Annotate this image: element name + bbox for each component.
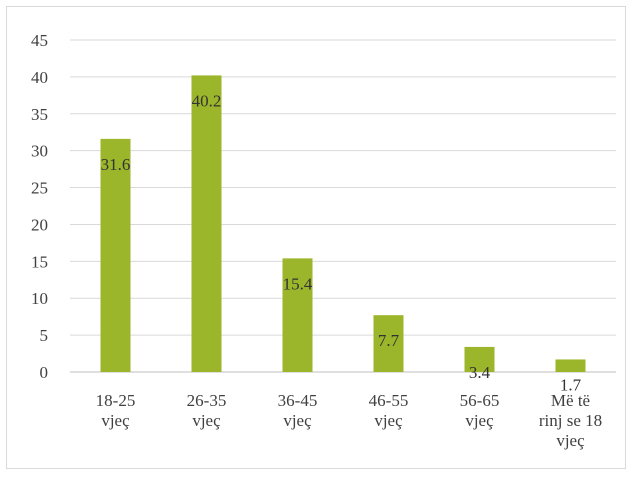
x-tick-label: 26-35 xyxy=(187,391,227,410)
bar xyxy=(282,258,313,372)
x-tick-label: vjeç xyxy=(556,431,585,450)
y-tick-label: 25 xyxy=(31,179,48,198)
bar xyxy=(555,359,586,372)
y-tick-label: 40 xyxy=(31,68,48,87)
y-tick-label: 10 xyxy=(31,289,48,308)
data-label: 3.4 xyxy=(469,363,491,382)
x-tick-label: 18-25 xyxy=(96,391,136,410)
x-tick-label: 56-65 xyxy=(460,391,500,410)
y-tick-label: 5 xyxy=(40,326,49,345)
x-tick-label: 36-45 xyxy=(278,391,318,410)
x-tick-label: vjeç xyxy=(465,411,494,430)
data-label: 40.2 xyxy=(192,91,222,110)
y-tick-label: 0 xyxy=(40,363,49,382)
bar xyxy=(191,75,222,372)
x-tick-label: vjeç xyxy=(374,411,403,430)
data-label: 7.7 xyxy=(378,331,400,350)
x-tick-label: Më të xyxy=(551,391,590,410)
data-label: 31.6 xyxy=(101,155,131,174)
y-tick-label: 30 xyxy=(31,142,48,161)
data-label: 1.7 xyxy=(560,375,582,394)
x-tick-label: vjeç xyxy=(283,411,312,430)
data-label: 15.4 xyxy=(283,274,313,293)
x-tick-label: 46-55 xyxy=(369,391,409,410)
y-tick-label: 20 xyxy=(31,215,48,234)
y-tick-label: 15 xyxy=(31,252,48,271)
x-tick-label: rinj se 18 xyxy=(539,411,602,430)
bar xyxy=(373,315,404,372)
x-tick-label: vjeç xyxy=(192,411,221,430)
x-tick-label: vjeç xyxy=(101,411,130,430)
y-tick-label: 45 xyxy=(31,31,48,50)
bar xyxy=(100,138,131,372)
y-tick-label: 35 xyxy=(31,105,48,124)
bar xyxy=(464,346,495,372)
